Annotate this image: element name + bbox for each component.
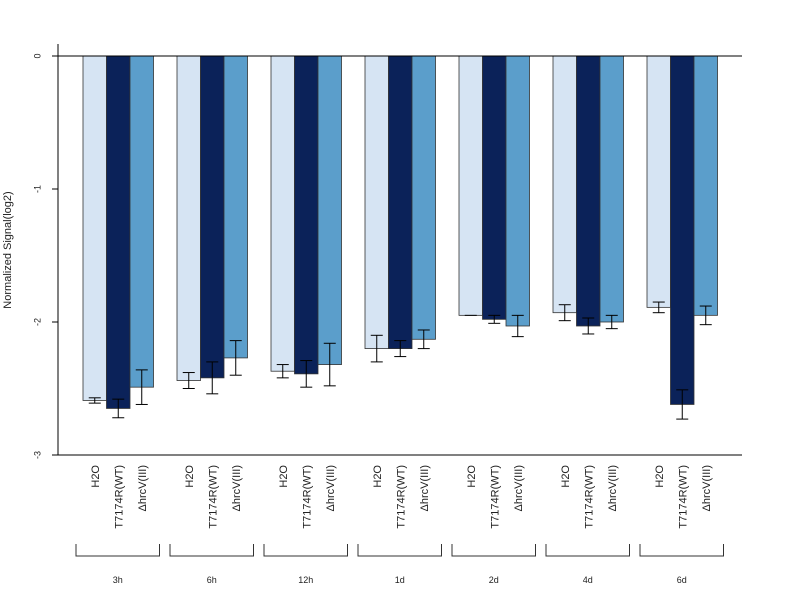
bar (176, 55, 201, 381)
bar (552, 55, 577, 314)
category-label: H2O (90, 465, 102, 488)
category-label: T7174R(WT) (113, 465, 125, 529)
category-label: H2O (372, 465, 384, 488)
group-bracket (545, 544, 630, 557)
category-label: H2O (654, 465, 666, 488)
category-label: ΔhrcV(III) (513, 465, 525, 511)
category-label: ΔhrcV(III) (701, 465, 713, 511)
category-label: H2O (466, 465, 478, 488)
group-label: 2d (489, 575, 499, 585)
group-bracket (75, 544, 160, 557)
bar (670, 55, 695, 405)
category-label: H2O (184, 465, 196, 488)
bar (646, 55, 671, 308)
category-label: T7174R(WT) (301, 465, 313, 529)
y-tick-label: -2 (32, 318, 42, 326)
category-label: ΔhrcV(III) (231, 465, 243, 511)
y-tick-label: -3 (32, 451, 42, 459)
category-labels: H2O T7174R(WT) ΔhrcV(III) H2O T7174R(WT) Δhrc… (90, 465, 713, 529)
group-label: 3h (113, 575, 123, 585)
group-bracket (451, 544, 536, 557)
category-label: T7174R(WT) (207, 465, 219, 529)
group-label: 12h (298, 575, 313, 585)
category-label: T7174R(WT) (583, 465, 595, 529)
bar (364, 55, 389, 350)
y-axis-label: Normalized Signal(log2) (2, 191, 14, 308)
bar (223, 55, 248, 359)
group-bracket (169, 544, 254, 557)
error-bars (88, 301, 712, 420)
bar (270, 55, 295, 372)
group-bracket (639, 544, 724, 557)
category-label: T7174R(WT) (489, 465, 501, 529)
group-label: 6d (677, 575, 687, 585)
bar (458, 55, 483, 316)
group-label: 6h (207, 575, 217, 585)
group-brackets: 3h 6h 12h 1d 2d 4d 6d (75, 544, 724, 585)
group-bracket (357, 544, 442, 557)
bar (482, 55, 507, 320)
category-label: H2O (560, 465, 572, 488)
category-label: ΔhrcV(III) (325, 465, 337, 511)
category-label: T7174R(WT) (395, 465, 407, 529)
group-label: 1d (395, 575, 405, 585)
bars (82, 55, 718, 409)
group-label: 4d (583, 575, 593, 585)
bar (505, 55, 530, 327)
group-bracket (263, 544, 348, 557)
y-tick-label: -1 (32, 185, 42, 193)
category-label: ΔhrcV(III) (419, 465, 431, 511)
bar (82, 55, 107, 401)
bar (411, 55, 436, 340)
bar (200, 55, 225, 379)
category-label: H2O (278, 465, 290, 488)
bar (693, 55, 718, 316)
category-label: ΔhrcV(III) (137, 465, 149, 511)
bar (294, 55, 319, 375)
category-label: ΔhrcV(III) (607, 465, 619, 511)
bar (576, 55, 601, 327)
bar (599, 55, 624, 323)
y-tick-label: 0 (32, 53, 42, 58)
bar (129, 55, 154, 388)
y-ticks: 0 -1 -2 -3 (32, 53, 58, 459)
category-label: T7174R(WT) (677, 465, 689, 529)
bar (106, 55, 131, 409)
bar (388, 55, 413, 350)
bar (317, 55, 342, 365)
